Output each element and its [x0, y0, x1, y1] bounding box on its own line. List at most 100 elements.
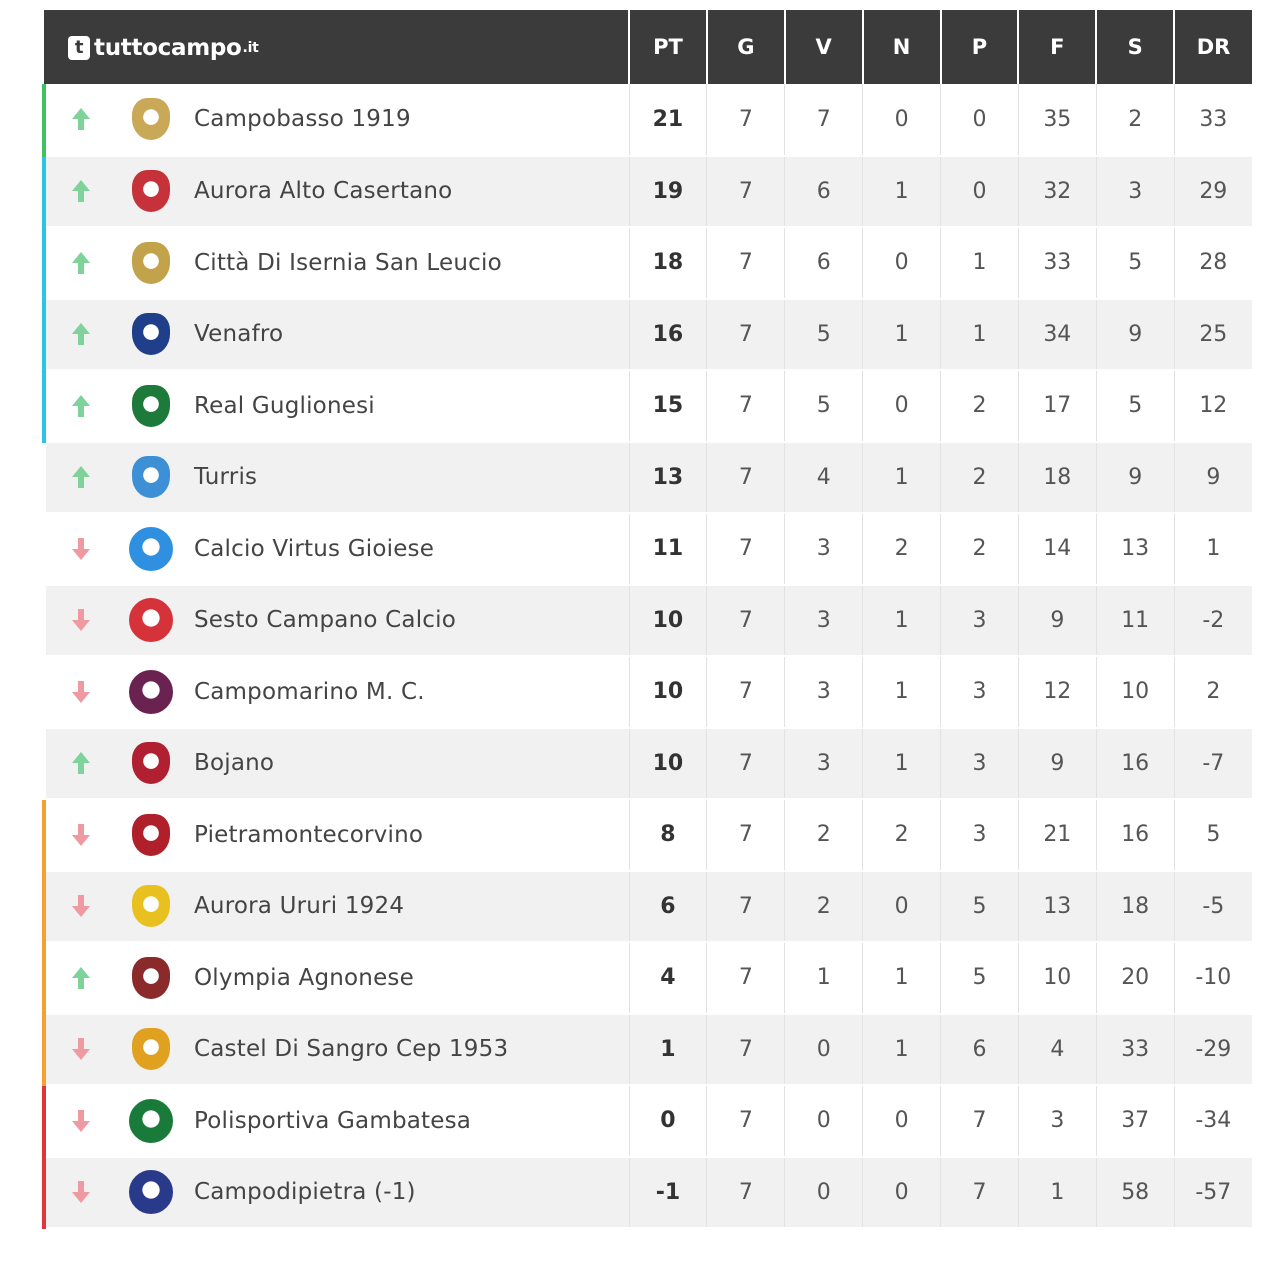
table-row[interactable]: Olympia Agnonese 4 7 1 1 5 10 20 -10	[42, 942, 1252, 1015]
stat-s: 18	[1096, 870, 1175, 943]
table-row[interactable]: Campomarino M. C. 10 7 3 1 3 12 10 2	[44, 656, 1252, 729]
team-cell[interactable]: Venafro	[42, 298, 630, 371]
stat-g: 7	[706, 227, 786, 300]
stat-dr: 5	[1174, 799, 1252, 872]
column-header-dr[interactable]: DR	[1174, 10, 1252, 84]
stat-g: 7	[706, 1013, 786, 1086]
team-cell[interactable]: Real Guglionesi	[42, 370, 630, 443]
stat-n: 1	[862, 656, 941, 729]
column-header-pt[interactable]: PT	[629, 10, 708, 84]
team-cell[interactable]: Castel Di Sangro Cep 1953	[42, 1013, 630, 1086]
stat-pt: 8	[629, 799, 708, 872]
arrow-down-icon	[68, 822, 94, 848]
stat-f: 35	[1018, 84, 1097, 157]
table-row[interactable]: Città Di Isernia San Leucio 18 7 6 0 1 33 5 28	[42, 227, 1252, 300]
stat-g: 7	[706, 584, 786, 657]
table-row[interactable]: Real Guglionesi 15 7 5 0 2 17 5 12	[42, 370, 1252, 443]
team-name[interactable]: Sesto Campano Calcio	[194, 607, 456, 634]
table-row[interactable]: Bojano 10 7 3 1 3 9 16 -7	[44, 727, 1252, 800]
stat-v: 3	[784, 513, 864, 586]
team-name[interactable]: Olympia Agnonese	[194, 964, 414, 991]
stat-f: 12	[1018, 656, 1097, 729]
stat-g: 7	[706, 84, 786, 157]
team-cell[interactable]: Bojano	[44, 727, 630, 800]
column-header-n[interactable]: N	[862, 10, 942, 84]
team-cell[interactable]: Sesto Campano Calcio	[44, 584, 630, 657]
team-cell[interactable]: Pietramontecorvino	[42, 799, 630, 872]
column-header-f[interactable]: F	[1018, 10, 1098, 84]
team-name[interactable]: Turris	[194, 464, 258, 491]
team-name[interactable]: Venafro	[194, 321, 284, 348]
stat-pt: -1	[629, 1156, 708, 1229]
stat-g: 7	[706, 441, 786, 514]
team-cell[interactable]: Turris	[44, 441, 630, 514]
arrow-up-icon	[68, 321, 94, 347]
team-cell-content: Bojano	[46, 740, 629, 786]
stat-dr: -2	[1174, 584, 1252, 657]
team-cell-content: Olympia Agnonese	[46, 955, 629, 1001]
team-cell[interactable]: Aurora Ururi 1924	[42, 870, 630, 943]
table-row[interactable]: Campodipietra (-1) -1 7 0 0 7 1 58 -57	[42, 1156, 1252, 1229]
team-name[interactable]: Bojano	[194, 750, 275, 777]
team-name[interactable]: Castel Di Sangro Cep 1953	[194, 1036, 509, 1063]
team-name[interactable]: Campodipietra (-1)	[194, 1179, 416, 1206]
column-header-g[interactable]: G	[706, 10, 786, 84]
column-header-s[interactable]: S	[1096, 10, 1176, 84]
team-name[interactable]: Pietramontecorvino	[194, 821, 424, 848]
stat-f: 9	[1018, 727, 1097, 800]
stat-g: 7	[706, 1085, 786, 1158]
arrow-down-icon	[68, 607, 94, 633]
column-header-v[interactable]: V	[784, 10, 864, 84]
team-cell[interactable]: Olympia Agnonese	[42, 942, 630, 1015]
team-cell-content: Aurora Ururi 1924	[46, 883, 629, 929]
tuttocampo-logo[interactable]: t tuttocampo .it	[68, 34, 259, 61]
table-row[interactable]: Pietramontecorvino 8 7 2 2 3 21 16 5	[42, 799, 1252, 872]
team-name[interactable]: Aurora Ururi 1924	[194, 893, 405, 920]
table-row[interactable]: Calcio Virtus Gioiese 11 7 3 2 2 14 13 1	[44, 513, 1252, 586]
team-cell[interactable]: Calcio Virtus Gioiese	[44, 513, 630, 586]
stat-pt: 21	[629, 84, 708, 157]
stat-pt: 6	[629, 870, 708, 943]
table-row[interactable]: Campobasso 1919 21 7 7 0 0 35 2 33	[42, 84, 1252, 157]
team-name[interactable]: Campobasso 1919	[194, 106, 411, 133]
stat-v: 3	[784, 727, 864, 800]
team-name[interactable]: Real Guglionesi	[194, 392, 375, 419]
stat-f: 21	[1018, 799, 1097, 872]
stat-n: 1	[862, 298, 941, 371]
table-row[interactable]: Aurora Alto Casertano 19 7 6 1 0 32 3 29	[42, 155, 1252, 228]
team-name[interactable]: Campomarino M. C.	[194, 678, 425, 705]
stat-f: 13	[1018, 870, 1097, 943]
stat-p: 0	[940, 155, 1019, 228]
stat-s: 9	[1096, 298, 1175, 371]
stat-pt: 13	[629, 441, 708, 514]
brand-name: tuttocampo	[94, 34, 242, 61]
team-name[interactable]: Aurora Alto Casertano	[194, 178, 453, 205]
table-row[interactable]: Venafro 16 7 5 1 1 34 9 25	[42, 298, 1252, 371]
table-row[interactable]: Castel Di Sangro Cep 1953 1 7 0 1 6 4 33 -29	[42, 1013, 1252, 1086]
team-name[interactable]: Città Di Isernia San Leucio	[194, 249, 502, 276]
team-name[interactable]: Polisportiva Gambatesa	[194, 1107, 472, 1134]
stat-p: 2	[940, 370, 1019, 443]
team-cell[interactable]: Aurora Alto Casertano	[42, 155, 630, 228]
arrow-down-icon	[68, 679, 94, 705]
stat-p: 5	[940, 870, 1019, 943]
stat-pt: 10	[629, 656, 708, 729]
table-row[interactable]: Turris 13 7 4 1 2 18 9 9	[44, 441, 1252, 514]
column-header-p[interactable]: P	[940, 10, 1020, 84]
brand-header: t tuttocampo .it	[44, 10, 630, 84]
team-cell[interactable]: Campobasso 1919	[42, 84, 630, 157]
team-cell-content: Polisportiva Gambatesa	[46, 1098, 629, 1144]
stat-s: 5	[1096, 370, 1175, 443]
table-row[interactable]: Sesto Campano Calcio 10 7 3 1 3 9 11 -2	[44, 584, 1252, 657]
table-row[interactable]: Polisportiva Gambatesa 0 7 0 0 7 3 37 -34	[42, 1085, 1252, 1158]
team-cell[interactable]: Campomarino M. C.	[44, 656, 630, 729]
team-cell[interactable]: Campodipietra (-1)	[42, 1156, 630, 1229]
team-name[interactable]: Calcio Virtus Gioiese	[194, 535, 435, 562]
team-cell-content: Campomarino M. C.	[46, 669, 629, 715]
castel-di-sangro-crest	[128, 1026, 174, 1072]
team-cell[interactable]: Polisportiva Gambatesa	[42, 1085, 630, 1158]
table-row[interactable]: Aurora Ururi 1924 6 7 2 0 5 13 18 -5	[42, 870, 1252, 943]
team-cell[interactable]: Città Di Isernia San Leucio	[42, 227, 630, 300]
stat-pt: 16	[629, 298, 708, 371]
stat-v: 5	[784, 298, 864, 371]
